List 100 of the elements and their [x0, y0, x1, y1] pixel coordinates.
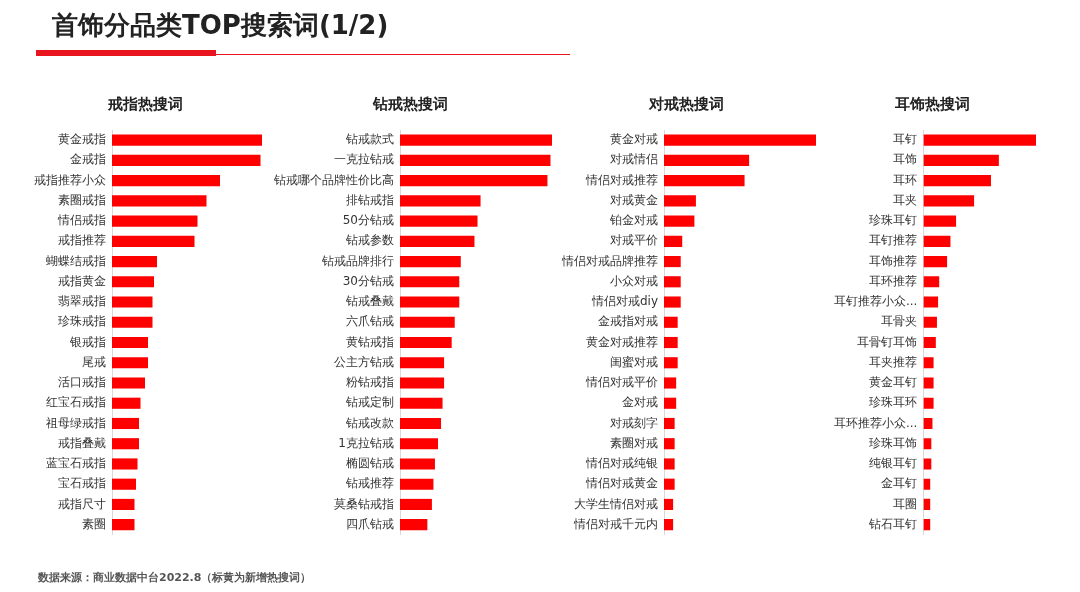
bar	[923, 296, 939, 308]
bar	[112, 377, 145, 389]
y-tick-label: 情侣对戒纯银	[585, 456, 658, 471]
y-tick-label: 钻石耳钉	[868, 516, 918, 531]
y-tick-label: 耳钉推荐	[869, 233, 918, 248]
bar	[664, 498, 674, 511]
bar	[923, 357, 934, 369]
bar	[112, 134, 262, 146]
bar	[664, 458, 675, 470]
bar	[923, 458, 932, 470]
bar	[664, 357, 678, 369]
bar	[400, 276, 460, 288]
y-tick-label: 黄金耳钉	[869, 375, 918, 390]
bar	[112, 276, 154, 288]
bar	[923, 316, 937, 328]
y-tick-label: 对戒平价	[610, 233, 658, 248]
y-tick-label: 钻戒叠戴	[345, 294, 394, 309]
y-tick-label: 钻戒款式	[345, 132, 394, 147]
bar	[400, 458, 435, 470]
bar	[400, 357, 445, 369]
bar	[923, 195, 975, 207]
bar	[400, 417, 442, 430]
y-tick-label: 钻戒改款	[345, 415, 394, 430]
y-tick-label: 黄金对戒	[610, 132, 658, 147]
bar	[112, 478, 136, 490]
bar	[664, 235, 683, 247]
y-tick-label: 蓝宝石戒指	[46, 456, 106, 471]
bar	[400, 336, 452, 349]
bar	[400, 134, 552, 146]
y-tick-label: 一克拉钻戒	[334, 152, 394, 167]
y-tick-label: 耳环	[893, 172, 918, 187]
y-tick-label: 粉钻戒指	[346, 375, 394, 390]
bar	[664, 215, 695, 227]
y-tick-label: 戒指推荐小众	[34, 172, 106, 187]
bar	[400, 255, 461, 268]
bar	[664, 336, 678, 349]
y-tick-label: 钻戒哪个品牌性价比高	[273, 172, 394, 187]
bar	[400, 235, 475, 247]
bar	[923, 154, 999, 166]
bar	[112, 154, 261, 166]
bar	[400, 377, 445, 389]
bar	[400, 296, 460, 308]
bar	[664, 175, 745, 187]
y-tick-label: 活口戒指	[58, 375, 106, 390]
bar	[400, 175, 548, 187]
y-tick-label: 金对戒	[622, 395, 658, 410]
bar	[400, 519, 428, 531]
y-tick-label: 情侣对戒黄金	[585, 476, 658, 491]
y-tick-label: 耳骨夹	[881, 314, 918, 329]
chart-title: 钻戒热搜词	[371, 94, 448, 113]
y-tick-label: 情侣对戒品牌推荐	[561, 253, 658, 268]
bar	[400, 498, 432, 511]
y-tick-label: 耳夹	[893, 192, 918, 207]
y-tick-label: 珍珠耳饰	[869, 435, 918, 450]
bar	[112, 357, 148, 369]
y-tick-label: 素圈对戒	[610, 435, 658, 450]
bar	[923, 134, 1036, 146]
y-tick-label: 情侣对戒千元内	[573, 516, 658, 531]
y-tick-label: 铂金对戒	[609, 213, 658, 228]
bar	[923, 397, 934, 409]
y-tick-label: 椭圆钻戒	[346, 456, 394, 471]
bar	[112, 438, 139, 450]
bar	[664, 316, 678, 328]
y-tick-label: 金耳钉	[881, 476, 918, 491]
y-tick-label: 闺蜜对戒	[610, 354, 658, 369]
chart-title: 对戒热搜词	[647, 94, 724, 113]
bar	[400, 397, 443, 409]
bar	[400, 438, 438, 450]
bar	[923, 255, 948, 268]
y-tick-label: 对戒黄金	[610, 192, 658, 207]
y-tick-label: 对戒刻字	[610, 415, 658, 430]
y-tick-label: 祖母绿戒指	[46, 415, 106, 430]
y-tick-label: 情侣对戒平价	[585, 375, 658, 390]
y-tick-label: 耳骨钉耳饰	[857, 334, 918, 349]
bar	[112, 195, 207, 207]
y-tick-label: 情侣对戒推荐	[585, 172, 658, 187]
y-tick-label: 翡翠戒指	[58, 294, 106, 309]
y-tick-label: 金戒指	[70, 152, 106, 167]
y-tick-label: 对戒情侣	[610, 152, 658, 167]
bar	[112, 316, 153, 328]
bar	[112, 215, 198, 227]
bar	[112, 175, 220, 187]
y-tick-label: 戒指黄金	[58, 273, 106, 288]
bar	[923, 215, 957, 227]
bar	[112, 255, 157, 268]
bar	[400, 215, 478, 227]
bar	[923, 377, 934, 389]
y-tick-label: 六爪钻戒	[346, 314, 394, 329]
bar	[664, 417, 675, 430]
y-tick-label: 耳夹推荐	[869, 354, 918, 369]
y-tick-label: 耳钉推荐小众...	[833, 294, 918, 309]
bar	[664, 255, 681, 268]
chart-title: 耳饰热搜词	[893, 94, 970, 113]
bar	[664, 377, 677, 389]
bar	[112, 498, 135, 511]
bar	[400, 316, 455, 328]
bar	[400, 154, 551, 166]
y-tick-label: 尾戒	[82, 354, 106, 369]
y-tick-label: 宝石戒指	[58, 476, 106, 491]
y-tick-label: 黄钻戒指	[346, 334, 394, 349]
